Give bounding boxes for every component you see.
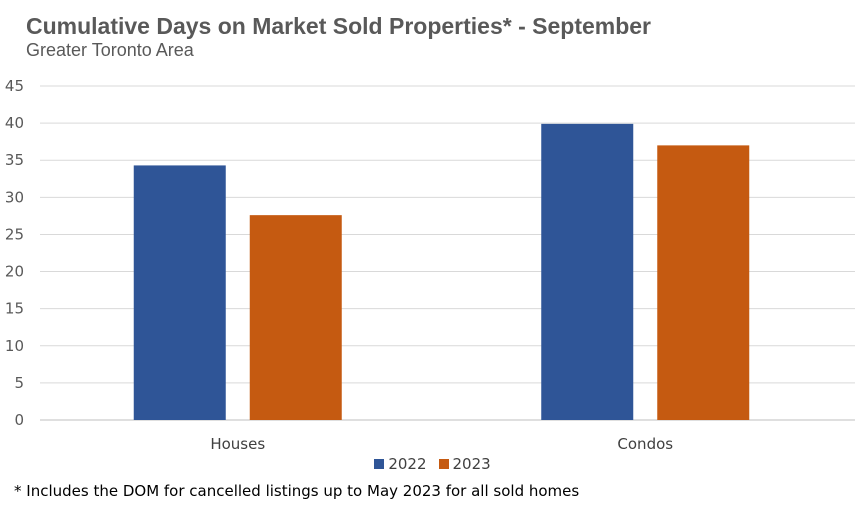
legend-item-2023: 2023: [438, 455, 491, 473]
bar-houses-2022: [133, 165, 226, 420]
bar-houses-2023: [249, 215, 342, 420]
y-tick-label: 40: [5, 114, 24, 132]
legend-swatch-2023: [438, 459, 449, 469]
legend: 2022 2023: [0, 455, 865, 473]
chart-title: Cumulative Days on Market Sold Propertie…: [26, 13, 652, 39]
footnote: * Includes the DOM for cancelled listing…: [14, 482, 580, 500]
y-tick-label: 20: [5, 263, 24, 281]
y-tick-label: 25: [5, 225, 24, 243]
y-tick-label: 10: [5, 337, 24, 355]
y-tick-label: 35: [5, 151, 24, 169]
y-tick-label: 30: [5, 188, 24, 206]
bar-condos-2022: [541, 123, 634, 420]
legend-item-2022: 2022: [374, 455, 427, 473]
x-tick-label: Condos: [617, 435, 673, 453]
y-tick-label: 45: [5, 77, 24, 95]
legend-label-2023: 2023: [452, 455, 491, 473]
y-tick-label: 5: [14, 374, 24, 392]
y-tick-label: 15: [5, 300, 24, 318]
y-tick-label: 0: [14, 411, 24, 429]
bar-condos-2023: [657, 145, 750, 420]
legend-label-2022: 2022: [388, 455, 427, 473]
x-tick-label: Houses: [210, 435, 265, 453]
chart-subtitle: Greater Toronto Area: [26, 40, 194, 60]
legend-swatch-2022: [374, 459, 385, 469]
